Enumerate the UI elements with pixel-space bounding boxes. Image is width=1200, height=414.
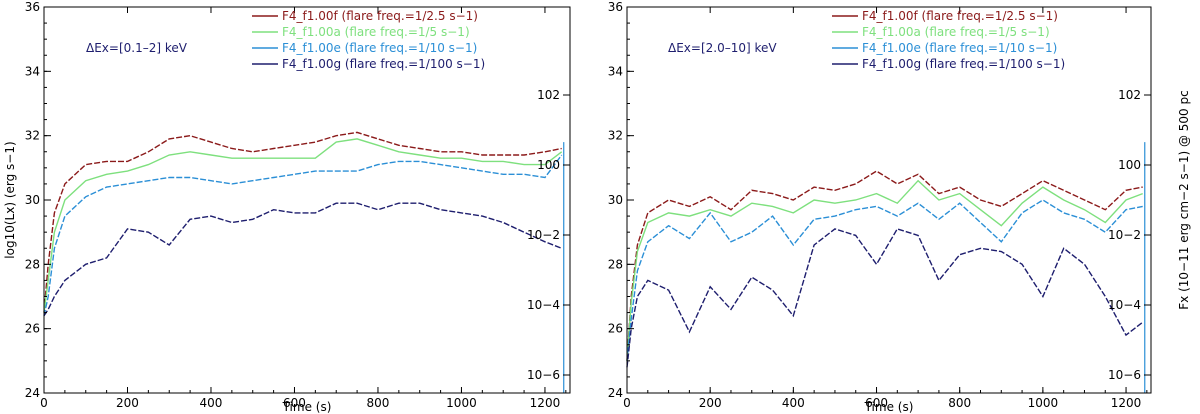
right-x-tick-label: 1200	[1111, 396, 1142, 410]
right-y-tick-label: 32	[608, 129, 623, 143]
right-x-tick-label: 200	[699, 396, 722, 410]
left-y-tick-label: 26	[25, 322, 40, 336]
right-x-tick-label: 0	[623, 396, 631, 410]
left-legend-entry: F4_f1.00g (flare freq.=1/100 s−1)	[282, 57, 485, 71]
left-y2-tick-label: 10−6	[527, 368, 560, 382]
right-legend-entry: F4_f1.00g (flare freq.=1/100 s−1)	[862, 57, 1065, 71]
left-y2-tick-label: 102	[537, 88, 560, 102]
right-x-tick-label: 800	[948, 396, 971, 410]
left-x-tick-label: 200	[116, 396, 139, 410]
left-legend: F4_f1.00f (flare freq.=1/2.5 s−1) F4_f1.0…	[252, 9, 485, 71]
left-y-tick-label: 36	[25, 0, 40, 14]
right-annotation: ΔEx=[2.0–10] keV	[668, 41, 777, 55]
right-legend-entry: F4_f1.00f (flare freq.=1/2.5 s−1)	[862, 9, 1058, 23]
right-x-tick-label: 1000	[1028, 396, 1059, 410]
left-x-tick-label: 400	[200, 396, 223, 410]
right-plot-frame	[626, 6, 1152, 394]
left-x-axis-label: Time (s)	[282, 400, 332, 414]
left-y2-tick-label: 100	[537, 158, 560, 172]
left-y-tick-label: 24	[25, 386, 40, 400]
left-panel: 0 200 400 600 800 1000 1200 24 26 28 30 32 34 36 10−6 1…	[3, 0, 571, 414]
left-annotation: ΔEx=[0.1–2] keV	[86, 41, 188, 55]
right-y-tick-label: 34	[608, 64, 623, 78]
left-y-tick-label: 34	[25, 64, 40, 78]
left-y-tick-label: 32	[25, 129, 40, 143]
right-y2-tick-label: 10−2	[1108, 228, 1141, 242]
left-y-tick-label: 28	[25, 257, 40, 271]
right-y2-tick-label: 100	[1118, 158, 1141, 172]
left-series-line-0	[43, 131, 562, 313]
left-legend-entry: F4_f1.00f (flare freq.=1/2.5 s−1)	[282, 9, 478, 23]
right-legend: F4_f1.00f (flare freq.=1/2.5 s−1) F4_f1.0…	[832, 9, 1065, 71]
right-y-tick-label: 24	[608, 386, 623, 400]
right-y2-tick-label: 10−6	[1108, 368, 1141, 382]
left-x-tick-label: 800	[367, 396, 390, 410]
left-legend-entry: F4_f1.00a (flare freq.=1/5 s−1)	[282, 25, 470, 39]
left-legend-entry: F4_f1.00e (flare freq.=1/10 s−1)	[282, 41, 477, 55]
left-y-axis-label: log10(Lx) (erg s−1)	[3, 141, 17, 258]
right-y-tick-label: 30	[608, 193, 623, 207]
left-y2-tick-label: 10−4	[527, 298, 560, 312]
right-x-axis-label: Time (s)	[864, 400, 914, 414]
right-series-line-0	[626, 170, 1143, 361]
right-y2-axis-label: Fx (10−11 erg cm−2 s−1) @ 500 pc	[1177, 90, 1191, 309]
right-y-tick-label: 28	[608, 257, 623, 271]
left-x-tick-label: 1000	[446, 396, 477, 410]
right-panel: 0 200 400 600 800 1000 1200 24 26 28 30 32 34 36 10−6 1…	[608, 0, 1191, 414]
left-plot-frame	[43, 6, 571, 394]
right-x-tick-label: 400	[782, 396, 805, 410]
left-series-line-1	[43, 138, 563, 313]
right-series-line-1	[626, 179, 1143, 361]
right-y-tick-label: 36	[608, 0, 623, 14]
right-series-line-2	[626, 199, 1143, 361]
left-x-tick-label: 600	[283, 396, 306, 410]
left-series-line-2	[43, 154, 563, 316]
right-series-line-3	[626, 228, 1144, 368]
left-x-tick-label: 1200	[530, 396, 561, 410]
right-legend-entry: F4_f1.00e (flare freq.=1/10 s−1)	[862, 41, 1057, 55]
right-y2-tick-label: 102	[1118, 88, 1141, 102]
left-y-tick-label: 30	[25, 193, 40, 207]
left-x-tick-label: 0	[40, 396, 48, 410]
right-legend-entry: F4_f1.00a (flare freq.=1/5 s−1)	[862, 25, 1050, 39]
right-x-tick-label: 600	[865, 396, 888, 410]
left-y2-tick-label: 10−2	[527, 228, 560, 242]
right-y2-tick-label: 10−4	[1108, 298, 1141, 312]
left-series-line-3	[43, 202, 562, 317]
right-y-tick-label: 26	[608, 322, 623, 336]
